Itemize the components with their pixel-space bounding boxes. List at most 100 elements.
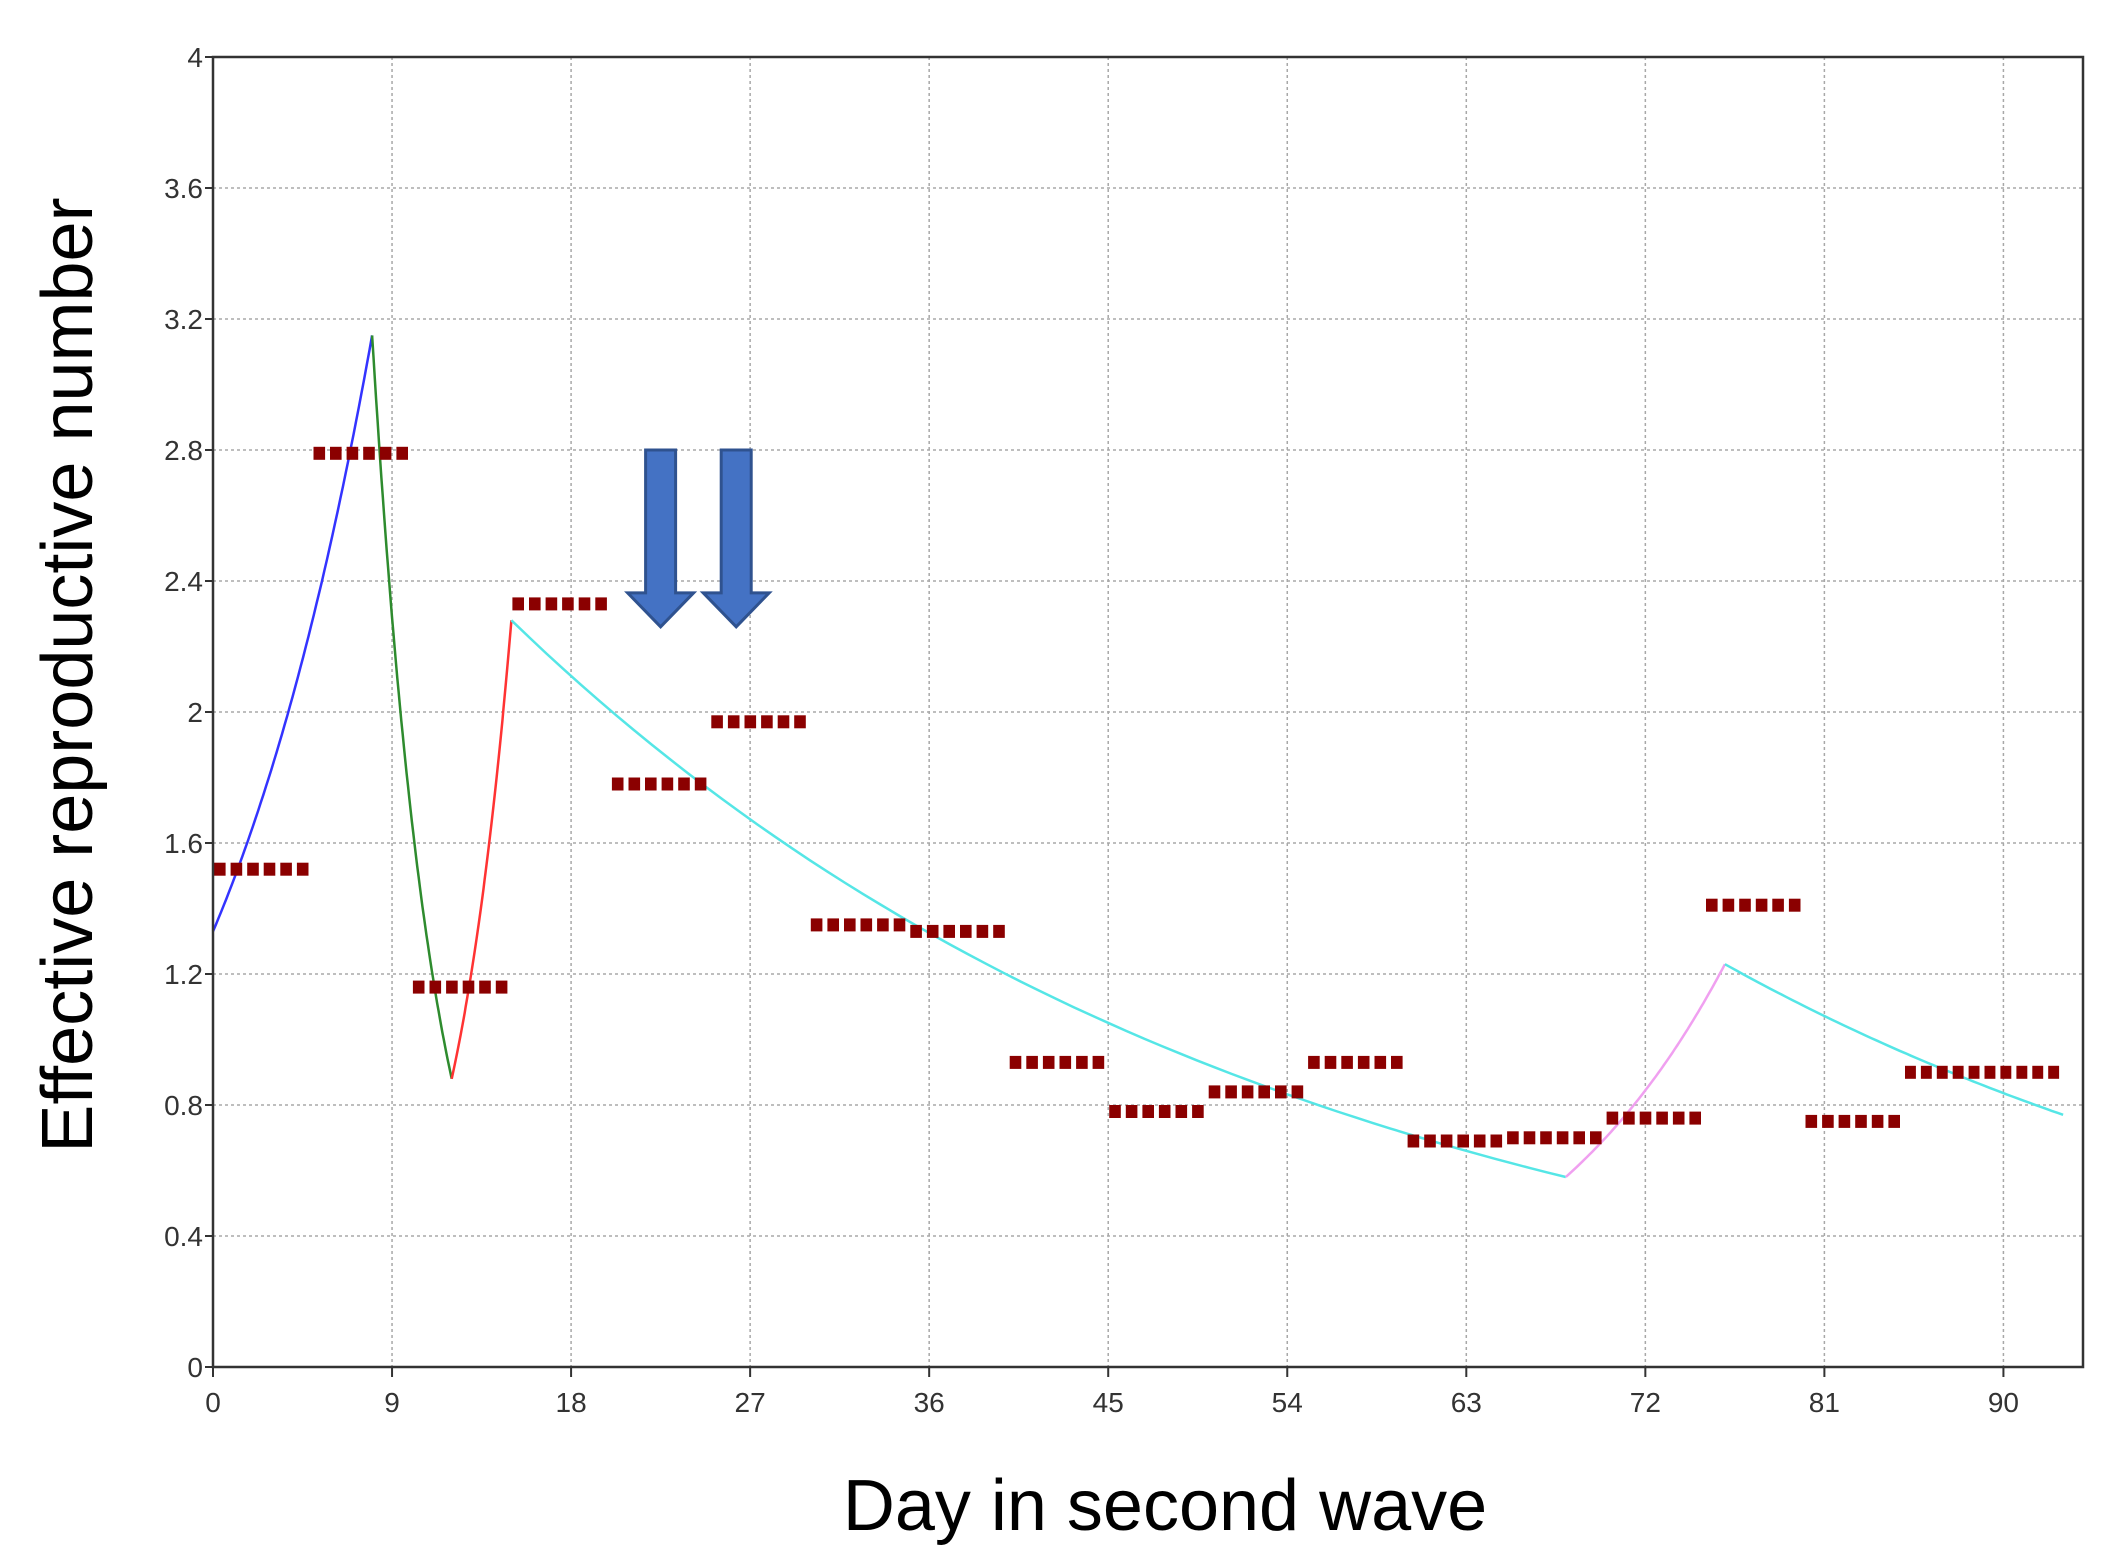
y-tick-label: 0.4 [164,1221,203,1252]
y-tick-label: 1.6 [164,828,203,859]
step-square [1606,1111,1619,1125]
step-square [1656,1111,1668,1125]
step-square [1968,1065,1980,1079]
step-segment [1905,1065,2060,1079]
step-square [1871,1114,1884,1128]
step-square [429,980,442,994]
step-square [280,862,292,876]
x-tick-label: 18 [556,1387,587,1418]
step-square [1473,1134,1486,1148]
step-square [379,446,392,460]
step-segment [1308,1055,1403,1069]
step-segment [1606,1111,1701,1125]
step-square [844,918,856,932]
step-square [1855,1114,1867,1128]
series-line-segment-5 [1564,963,1727,1178]
step-square [1440,1134,1453,1148]
step-square [810,918,823,932]
step-square [2000,1065,2012,1079]
step-square [761,715,773,729]
step-square [1722,898,1735,912]
step-square [1672,1111,1685,1125]
step-square [1573,1131,1585,1145]
step-square [495,980,508,994]
step-square [529,597,541,611]
step-square [877,918,889,932]
x-tick-label: 90 [1988,1387,2019,1418]
step-square [1772,898,1784,912]
step-square [827,918,839,932]
step-square [1258,1085,1270,1099]
annotation-arrows [624,448,773,630]
step-square [313,446,326,460]
step-square [1739,898,1751,912]
step-square [1341,1055,1353,1069]
step-square [628,777,641,791]
step-square [1208,1085,1221,1099]
step-segment [1109,1105,1204,1118]
x-tick-label: 9 [384,1387,400,1418]
step-square [346,446,359,460]
step-segment [1507,1131,1602,1145]
y-tick-label: 4 [187,42,203,73]
step-segment [910,924,1005,938]
step-square [462,980,475,994]
step-square [1639,1111,1652,1125]
step-square [2016,1065,2028,1079]
step-square [1241,1085,1254,1099]
y-tick-label: 2.8 [164,435,203,466]
step-segment [611,777,707,791]
step-square [1009,1055,1022,1069]
step-square [893,918,906,932]
step-square [661,777,674,791]
step-square [910,924,922,938]
plot-frame [211,55,2085,1369]
step-square [1540,1131,1552,1145]
step-square [960,924,972,938]
step-segment [711,715,806,729]
step-square [1822,1114,1834,1128]
step-square [396,446,408,460]
step-segment [1706,898,1801,912]
step-segment [1805,1114,1900,1128]
series-line-segment-6 [1724,963,2064,1116]
step-square [711,715,723,729]
series-line-segment-2 [370,335,453,1080]
step-segment [214,862,309,876]
step-square [1374,1055,1387,1069]
step-square [363,446,375,460]
step-square [214,862,226,876]
series-line-segment-4 [510,619,1567,1179]
step-square [1623,1111,1635,1125]
step-estimates [214,446,2060,1148]
step-square [1805,1114,1818,1128]
step-square [1192,1105,1204,1118]
step-square [512,597,524,611]
step-square [926,924,939,938]
step-square [727,715,740,729]
x-tick-labels: 0 9 18 27 36 45 54 63 72 81 90 [205,1387,2019,1418]
step-square [330,446,342,460]
step-square [1225,1085,1237,1099]
y-tick-label: 0.8 [164,1090,203,1121]
step-square [860,918,873,932]
step-square [1920,1065,1932,1079]
x-tick-label: 63 [1451,1387,1482,1418]
y-tick-label: 0 [187,1352,203,1383]
step-square [1590,1131,1602,1145]
step-square [1755,898,1768,912]
step-square [1407,1134,1420,1148]
step-square [694,777,707,791]
step-square [412,980,425,994]
step-square [1175,1105,1188,1118]
step-square [1291,1085,1304,1099]
step-square [247,862,259,876]
x-axis-title: Day in second wave [843,1466,1487,1546]
step-square [1109,1105,1121,1118]
y-axis-title: Effective reproductive number [28,197,108,1152]
step-square [479,980,491,994]
step-square [1936,1065,1948,1079]
step-square [545,597,558,611]
step-square [1391,1055,1403,1069]
